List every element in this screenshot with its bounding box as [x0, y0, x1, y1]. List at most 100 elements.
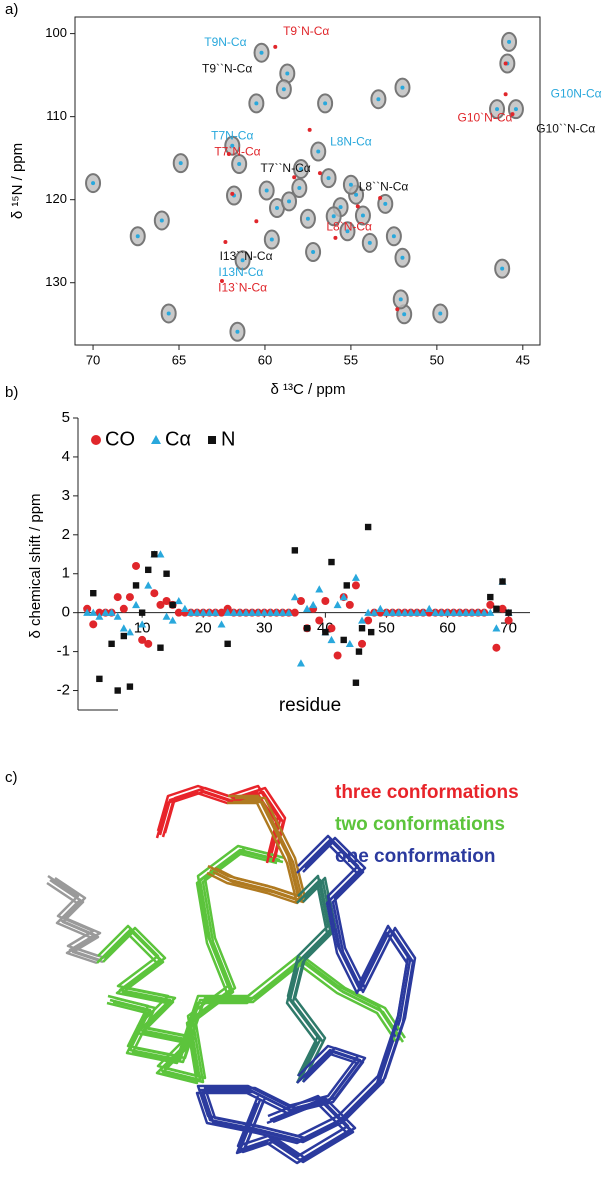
point [145, 566, 152, 574]
point [159, 218, 164, 223]
point [360, 213, 365, 218]
point [156, 600, 165, 609]
backbone [107, 954, 400, 1058]
panel-label: b) [5, 384, 18, 401]
annotation: L8N-Cα [330, 135, 372, 149]
point [208, 436, 217, 444]
x-axis-label: δ ¹³C / ppm [270, 381, 345, 398]
point [101, 608, 110, 616]
point [438, 311, 443, 316]
y-tick-label: 110 [46, 108, 67, 123]
y-tick-label: 130 [45, 274, 67, 289]
point [394, 608, 403, 616]
point [358, 639, 367, 648]
point [492, 624, 501, 632]
point [370, 608, 379, 616]
point [351, 581, 360, 590]
annotation: I13``N-Cα [220, 249, 273, 263]
point [316, 149, 321, 154]
point [431, 608, 440, 616]
point [376, 604, 385, 612]
point [348, 182, 353, 187]
point [398, 297, 403, 302]
point [327, 635, 336, 644]
point [307, 127, 312, 132]
y-tick-label: -1 [57, 643, 70, 660]
point [413, 608, 421, 616]
point [352, 679, 360, 686]
point [219, 279, 224, 284]
backbone [106, 961, 399, 1065]
point [217, 620, 226, 628]
point [151, 551, 158, 558]
annotation: T7``N-Cα [260, 161, 310, 175]
point [254, 101, 259, 106]
point [132, 561, 141, 570]
point [230, 191, 235, 196]
point [500, 266, 505, 271]
point [156, 550, 165, 558]
y-tick-label: 3 [62, 487, 70, 504]
backbone [286, 874, 330, 1077]
point [89, 608, 98, 616]
point [358, 616, 367, 624]
point [493, 605, 500, 612]
point [114, 687, 121, 694]
point [391, 234, 396, 239]
point [150, 589, 159, 598]
point [180, 604, 189, 612]
point [333, 600, 342, 609]
point [333, 235, 338, 240]
point [492, 643, 501, 652]
point [254, 219, 259, 224]
point [138, 620, 147, 628]
point [354, 192, 359, 197]
protein-structure [46, 784, 417, 1165]
point [345, 229, 350, 234]
point [96, 675, 103, 683]
point [240, 258, 245, 263]
point [162, 596, 171, 605]
point [178, 161, 183, 166]
point [503, 61, 508, 66]
point [322, 628, 329, 636]
backbone [235, 1101, 349, 1165]
annotation: G10`N-Cα [458, 110, 513, 124]
point [400, 608, 409, 616]
point [113, 593, 122, 602]
point [419, 608, 428, 616]
point [132, 600, 141, 609]
point [326, 176, 331, 181]
point [355, 648, 363, 655]
point [364, 523, 372, 531]
point [395, 307, 400, 312]
point [474, 608, 483, 616]
point [108, 640, 115, 648]
point [333, 651, 342, 660]
point [144, 581, 153, 589]
y-tick-label: 4 [62, 448, 70, 465]
point [237, 161, 242, 166]
point [281, 87, 286, 92]
point [367, 628, 375, 636]
x-tick-label: 60 [258, 352, 272, 367]
point [138, 635, 147, 644]
point [461, 608, 470, 616]
point [285, 71, 290, 76]
point [90, 590, 97, 597]
point [437, 608, 446, 616]
point [229, 608, 238, 616]
point [205, 608, 214, 616]
annotation: L8``N-Cα [359, 179, 409, 193]
point [266, 608, 275, 616]
point [226, 152, 231, 157]
point [495, 107, 500, 112]
annotation: T7N-Cα [211, 129, 253, 143]
x-tick-label: 55 [344, 352, 358, 367]
point [107, 608, 116, 616]
x-axis-label: residue [279, 695, 341, 716]
point [278, 608, 287, 616]
point [290, 608, 299, 617]
point [455, 608, 464, 616]
